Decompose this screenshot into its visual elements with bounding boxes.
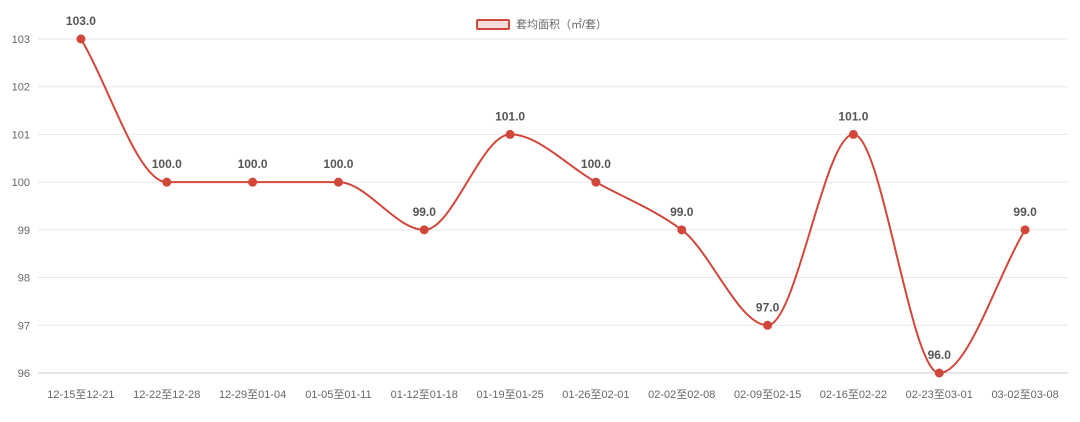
series-line: [80, 38, 1026, 375]
y-tick-label: 96: [18, 368, 30, 380]
data-label: 97.0: [756, 300, 780, 314]
data-label: 100.0: [152, 157, 182, 171]
x-tick-label: 02-02至02-08: [648, 389, 715, 401]
data-label: 99.0: [1013, 205, 1037, 219]
x-tick-label: 01-05至01-11: [305, 389, 371, 401]
legend[interactable]: 套均面积（㎡/套）: [476, 16, 607, 32]
x-tick-label: 03-02至03-08: [991, 389, 1058, 401]
data-label: 96.0: [928, 348, 952, 362]
data-point: [162, 177, 172, 187]
data-label: 99.0: [670, 205, 694, 219]
y-tick-label: 99: [18, 225, 30, 237]
x-tick-label: 12-22至12-28: [133, 389, 200, 401]
x-tick-label: 01-12至01-18: [391, 389, 458, 401]
x-tick-label: 01-19至01-25: [476, 389, 543, 401]
legend-swatch: [476, 18, 510, 30]
data-label: 100.0: [323, 157, 353, 171]
y-tick-label: 103: [12, 34, 30, 46]
y-tick-label: 98: [18, 273, 30, 285]
data-point: [419, 225, 429, 235]
data-label: 103.0: [66, 14, 96, 28]
x-tick-label: 12-29至01-04: [219, 389, 286, 401]
data-point: [333, 177, 343, 187]
data-label: 100.0: [581, 157, 611, 171]
data-point: [248, 177, 258, 187]
data-point: [848, 129, 858, 139]
data-label: 101.0: [838, 109, 868, 123]
data-point: [505, 129, 515, 139]
x-tick-label: 02-09至02-15: [734, 389, 801, 401]
data-label: 100.0: [238, 157, 268, 171]
x-tick-label: 02-16至02-22: [820, 389, 887, 401]
data-point: [591, 177, 601, 187]
x-tick-label: 12-15至12-21: [47, 389, 114, 401]
y-tick-label: 101: [12, 129, 30, 141]
data-point: [76, 34, 86, 44]
y-tick-label: 97: [18, 320, 30, 332]
data-point: [677, 225, 687, 235]
x-tick-label: 01-26至02-01: [562, 389, 629, 401]
legend-label: 套均面积（㎡/套）: [516, 19, 608, 31]
x-tick-label: 02-23至03-01: [906, 389, 973, 401]
y-tick-label: 100: [12, 177, 30, 189]
data-label: 99.0: [413, 205, 437, 219]
data-point: [763, 320, 773, 330]
data-point: [1020, 225, 1030, 235]
y-tick-label: 102: [12, 82, 30, 94]
data-label: 101.0: [495, 109, 525, 123]
data-point: [934, 368, 944, 378]
